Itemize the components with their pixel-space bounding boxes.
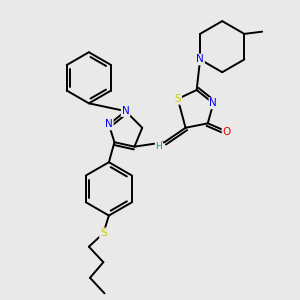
Text: S: S xyxy=(175,94,181,104)
Text: H: H xyxy=(155,142,162,151)
Text: N: N xyxy=(196,54,204,64)
Text: N: N xyxy=(122,106,129,116)
Text: N: N xyxy=(105,119,113,129)
Text: S: S xyxy=(100,228,106,238)
Text: O: O xyxy=(223,127,231,137)
Text: N: N xyxy=(209,98,217,108)
